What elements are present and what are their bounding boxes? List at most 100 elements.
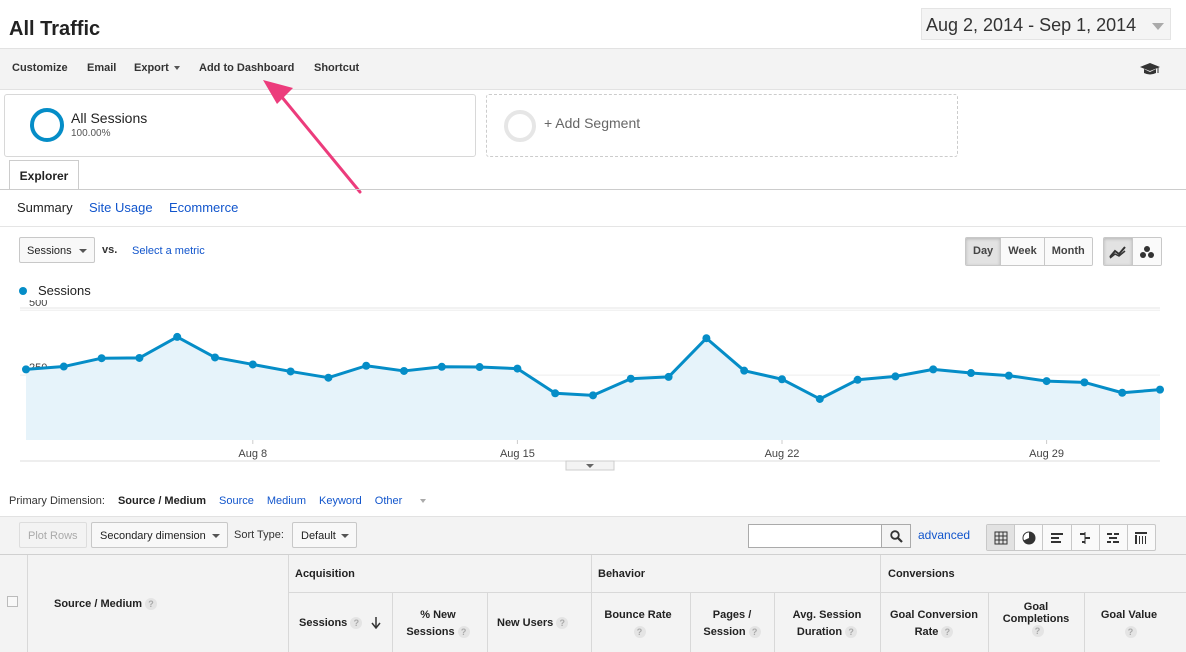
- data-point[interactable]: [97, 354, 106, 363]
- data-point[interactable]: [1118, 388, 1127, 397]
- select-all-checkbox[interactable]: [7, 596, 18, 607]
- column-goal-conversion-rate[interactable]: Goal Conversion Rate?: [884, 607, 984, 641]
- export-button[interactable]: Export: [134, 62, 180, 74]
- data-point[interactable]: [853, 375, 862, 384]
- data-point[interactable]: [1004, 371, 1013, 380]
- table-search-input[interactable]: [748, 524, 882, 548]
- dimension-source-medium[interactable]: Source / Medium: [117, 495, 206, 507]
- column-pct-new-sessions[interactable]: % New Sessions?: [398, 607, 478, 641]
- chevron-down-icon: [212, 534, 220, 538]
- data-point[interactable]: [891, 372, 900, 381]
- view-performance-button[interactable]: [1043, 525, 1072, 550]
- email-button[interactable]: Email: [87, 62, 117, 74]
- data-point[interactable]: [1080, 378, 1089, 387]
- view-term-cloud-button[interactable]: [1100, 525, 1128, 550]
- data-point[interactable]: [740, 366, 749, 375]
- customize-button[interactable]: Customize: [12, 62, 68, 74]
- help-icon[interactable]: ?: [941, 626, 954, 639]
- sort-descending-icon[interactable]: [371, 617, 381, 630]
- shortcut-button[interactable]: Shortcut: [314, 62, 360, 74]
- page-title: All Traffic: [9, 18, 101, 40]
- dimension-keyword[interactable]: Keyword: [318, 495, 362, 507]
- subtab-summary[interactable]: Summary: [17, 200, 73, 215]
- data-point[interactable]: [626, 374, 635, 383]
- data-point[interactable]: [815, 394, 824, 403]
- data-point[interactable]: [135, 353, 144, 362]
- line-chart-icon: [1109, 245, 1126, 259]
- view-data-button[interactable]: [987, 525, 1016, 550]
- data-point[interactable]: [59, 362, 68, 371]
- data-point[interactable]: [778, 375, 786, 384]
- period-day-button[interactable]: Day: [966, 238, 1002, 265]
- metric-select-value: Sessions: [27, 245, 72, 257]
- data-point[interactable]: [589, 391, 597, 400]
- column-goal-completions[interactable]: Goal Completions?: [990, 601, 1082, 638]
- subtab-site-usage[interactable]: Site Usage: [89, 200, 153, 215]
- data-point[interactable]: [551, 389, 560, 398]
- data-point[interactable]: [664, 372, 673, 381]
- graduation-cap-icon[interactable]: [1140, 61, 1160, 77]
- data-point[interactable]: [1042, 377, 1051, 386]
- column-pages-per-session[interactable]: Pages / Session?: [692, 607, 772, 641]
- period-month-button[interactable]: Month: [1044, 238, 1092, 265]
- view-comparison-button[interactable]: [1072, 525, 1100, 550]
- data-point[interactable]: [286, 367, 295, 376]
- column-sessions[interactable]: Sessions?: [299, 617, 381, 630]
- data-point[interactable]: [400, 366, 408, 375]
- segment-all-sessions[interactable]: All Sessions 100.00%: [4, 94, 476, 157]
- data-point[interactable]: [211, 353, 219, 362]
- metric-select[interactable]: Sessions: [19, 237, 95, 263]
- column-source-medium[interactable]: Source / Medium?: [54, 598, 158, 611]
- column-avg-session-duration[interactable]: Avg. Session Duration?: [782, 607, 872, 641]
- data-point[interactable]: [513, 364, 522, 373]
- data-point[interactable]: [475, 363, 484, 372]
- help-icon[interactable]: ?: [845, 626, 858, 639]
- help-icon[interactable]: ?: [556, 617, 569, 630]
- search-icon: [889, 529, 903, 543]
- add-segment-slot[interactable]: + Add Segment: [486, 94, 958, 157]
- data-point[interactable]: [324, 373, 333, 382]
- chart-legend: Sessions: [19, 283, 91, 298]
- dimension-source[interactable]: Source: [219, 495, 254, 507]
- sort-type-select[interactable]: Default: [292, 522, 357, 548]
- data-point[interactable]: [173, 332, 182, 341]
- x-tick-label: Aug 15: [500, 448, 535, 460]
- data-point[interactable]: [437, 362, 446, 371]
- dimension-other[interactable]: Other: [375, 495, 440, 507]
- search-button[interactable]: [881, 524, 911, 548]
- help-icon[interactable]: ?: [633, 626, 646, 639]
- data-point[interactable]: [22, 365, 30, 374]
- help-icon[interactable]: ?: [145, 598, 158, 611]
- help-icon[interactable]: ?: [1124, 626, 1137, 639]
- data-point[interactable]: [929, 365, 938, 374]
- tab-explorer[interactable]: Explorer: [9, 160, 79, 190]
- data-point[interactable]: [702, 334, 711, 343]
- advanced-filter-link[interactable]: advanced: [918, 528, 971, 542]
- column-new-users[interactable]: New Users?: [497, 617, 569, 630]
- dimension-medium[interactable]: Medium: [266, 495, 306, 507]
- subtab-ecommerce[interactable]: Ecommerce: [169, 200, 239, 215]
- plot-rows-button[interactable]: Plot Rows: [19, 522, 87, 548]
- data-point[interactable]: [967, 369, 975, 378]
- column-gc-label-2: Completions: [1002, 613, 1070, 625]
- period-week-button[interactable]: Week: [1001, 238, 1045, 265]
- view-percentage-button[interactable]: [1015, 525, 1044, 550]
- view-pivot-button[interactable]: [1128, 525, 1155, 550]
- help-icon[interactable]: ?: [1031, 625, 1044, 638]
- help-icon[interactable]: ?: [350, 617, 363, 630]
- data-point[interactable]: [248, 360, 257, 369]
- date-range-picker[interactable]: Aug 2, 2014 - Sep 1, 2014: [921, 8, 1171, 40]
- data-point[interactable]: [362, 361, 371, 370]
- table-header: Source / Medium? Acquisition Behavior Co…: [0, 554, 1186, 652]
- add-to-dashboard-button[interactable]: Add to Dashboard: [199, 62, 295, 74]
- line-chart-button[interactable]: [1104, 238, 1133, 265]
- column-bounce-rate[interactable]: Bounce Rate?: [598, 607, 678, 641]
- select-metric-link[interactable]: Select a metric: [132, 245, 205, 257]
- help-icon[interactable]: ?: [748, 626, 761, 639]
- help-icon[interactable]: ?: [457, 626, 470, 639]
- secondary-dimension-select[interactable]: Secondary dimension: [91, 522, 228, 548]
- motion-chart-button[interactable]: [1133, 238, 1161, 265]
- column-goal-value[interactable]: Goal Value?: [1086, 607, 1172, 641]
- data-point[interactable]: [1156, 385, 1164, 394]
